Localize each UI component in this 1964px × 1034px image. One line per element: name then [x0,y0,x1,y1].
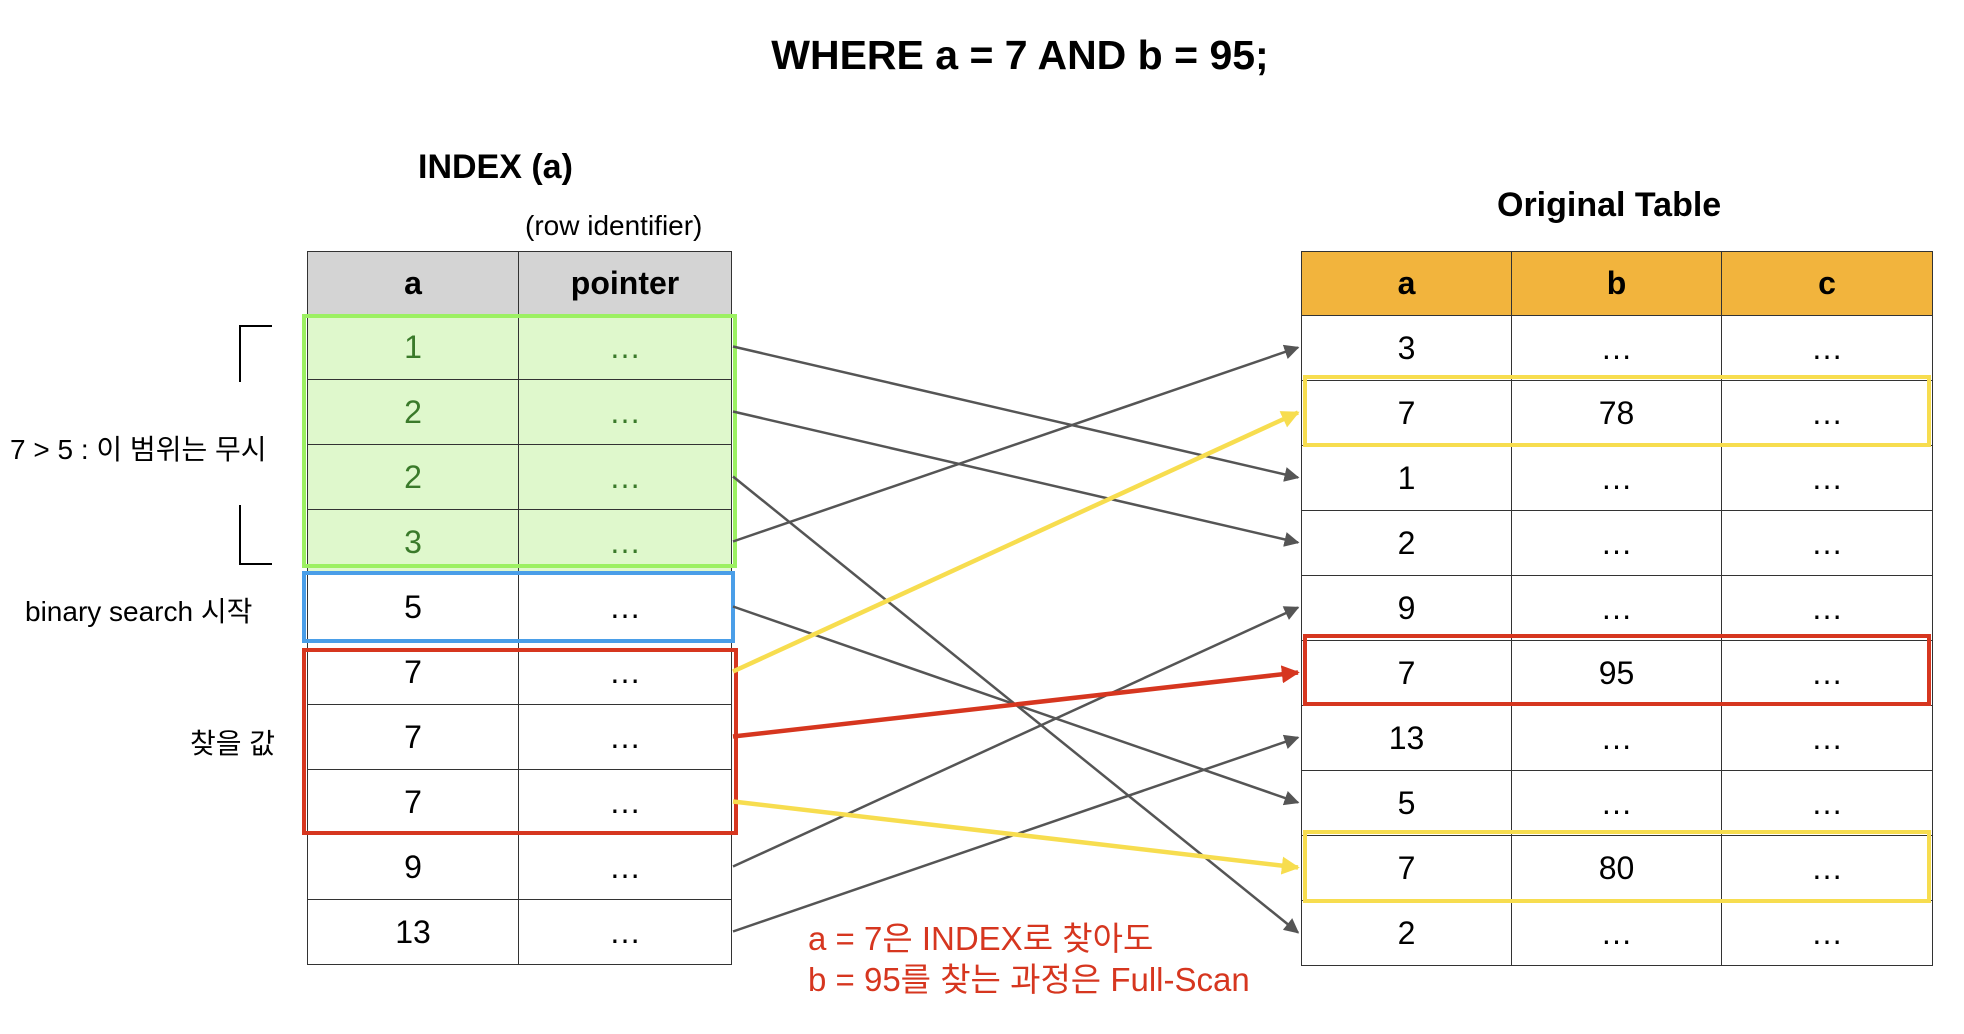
original-row: 3…… [1301,315,1933,381]
pointer-arrow-yellow [732,799,1300,875]
original-cell-b: 78 [1511,380,1722,446]
original-header-a: a [1301,251,1512,316]
index-row: 5… [307,574,732,640]
original-cell-b: … [1511,315,1722,381]
original-cell-a: 1 [1301,445,1512,511]
original-row: 9…… [1301,575,1933,641]
fullscan-note: a = 7은 INDEX로 찾아도 b = 95를 찾는 과정은 Full-Sc… [808,918,1250,1000]
original-cell-c: … [1721,575,1933,641]
original-cell-b: … [1511,575,1722,641]
index-table-title: INDEX (a) [418,148,573,186]
binary-search-start-label: binary search 시작 [25,596,253,627]
pointer-arrow-red [732,665,1300,739]
fullscan-note-line2: b = 95를 찾는 과정은 Full-Scan [808,961,1250,998]
index-cell-a: 2 [307,379,519,445]
original-header-row: a b c [1301,251,1933,316]
original-row: 5…… [1301,770,1933,836]
original-cell-b: … [1511,445,1722,511]
index-cell-pointer: … [518,834,732,900]
index-row: 13… [307,899,732,965]
original-cell-c: … [1721,770,1933,836]
original-cell-c: … [1721,900,1933,966]
pointer-arrow-gray [732,344,1300,543]
index-cell-pointer: … [518,314,732,380]
original-cell-c: … [1721,705,1933,771]
original-cell-c: … [1721,445,1933,511]
index-header-pointer: pointer [518,251,732,315]
index-row: 2… [307,379,732,445]
index-cell-a: 2 [307,444,519,510]
original-cell-b: … [1511,900,1722,966]
pointer-arrow-gray [732,606,1300,868]
original-cell-b: … [1511,510,1722,576]
index-cell-a: 13 [307,899,519,965]
original-cell-a: 7 [1301,380,1512,446]
pointer-arrow-gray [732,410,1300,547]
index-cell-a: 9 [307,834,519,900]
original-cell-a: 5 [1301,770,1512,836]
original-row: 1…… [1301,445,1933,511]
original-cell-c: … [1721,640,1933,706]
index-header-row: a pointer [307,251,732,315]
original-cell-a: 9 [1301,575,1512,641]
index-cell-a: 1 [307,314,519,380]
original-cell-c: … [1721,315,1933,381]
pointer-arrow-gray [732,345,1300,482]
target-value-label: 찾을 값 [190,728,276,759]
index-table-subtitle: (row identifier) [525,210,703,241]
index-row: 7… [307,769,732,835]
index-cell-pointer: … [518,769,732,835]
original-cell-c: … [1721,835,1933,901]
index-cell-pointer: … [518,444,732,510]
index-cell-pointer: … [518,899,732,965]
original-table-title: Original Table [1497,186,1722,224]
original-cell-b: … [1511,705,1722,771]
original-row: 7 95… [1301,640,1933,706]
original-cell-a: 7 [1301,835,1512,901]
original-table: a b c 3…… 7 78… 1…… 2…… 9…… 7 95… 13…… 5……… [1301,251,1933,966]
original-row: 7 78… [1301,380,1933,446]
index-row: 1… [307,314,732,380]
index-cell-pointer: … [518,379,732,445]
index-header-a: a [307,251,519,315]
index-table: a pointer 1… 2… 2… 3… 5… 7… 7… 7… 9… 13… [307,251,732,965]
original-cell-a: 7 [1301,640,1512,706]
original-cell-a: 13 [1301,705,1512,771]
page-title: WHERE a = 7 AND b = 95; [771,32,1269,78]
original-header-c: c [1721,251,1933,316]
index-row: 2… [307,444,732,510]
original-cell-c: … [1721,380,1933,446]
pointer-arrow-yellow [732,410,1300,674]
skip-range-bracket [239,325,272,565]
original-header-b: b [1511,251,1722,316]
original-row: 7 80… [1301,835,1933,901]
skip-range-label: 7 > 5 : 이 범위는 무시 [10,434,267,465]
index-row: 9… [307,834,732,900]
fullscan-note-line1: a = 7은 INDEX로 찾아도 [808,920,1154,957]
original-row: 13…… [1301,705,1933,771]
index-cell-pointer: … [518,574,732,640]
index-cell-a: 7 [307,704,519,770]
original-cell-b: 80 [1511,835,1722,901]
